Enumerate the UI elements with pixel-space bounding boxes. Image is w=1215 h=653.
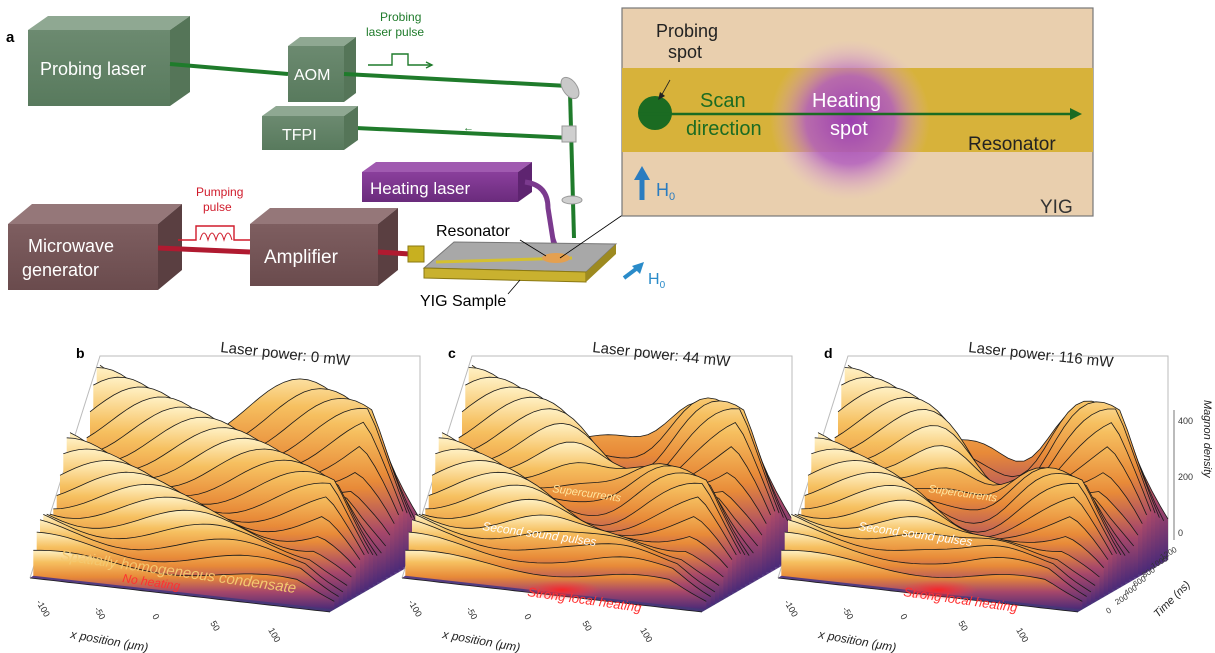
microwave-label-1: Microwave	[28, 236, 114, 256]
x-axis-label: x position (μm)	[440, 627, 521, 653]
mirror-icon	[560, 76, 580, 100]
inset-field-label: H0	[656, 180, 675, 203]
x-tick-label: 50	[208, 619, 222, 633]
inset-yig-label: YIG	[1040, 197, 1073, 218]
probing-laser-label: Probing laser	[40, 59, 146, 79]
panel-letter: d	[824, 345, 833, 361]
z-axis-label: Magnon density	[1201, 400, 1213, 479]
x-tick-label: 100	[1014, 626, 1030, 644]
aom-label: AOM	[294, 67, 330, 84]
t-tick-label: 0	[1105, 605, 1114, 615]
probing-pulse-label-1: Probing	[380, 10, 421, 24]
probing-spot-label-2: spot	[668, 42, 702, 62]
inset: Probing spot Scan direction Heating spot…	[621, 7, 1094, 218]
scan-direction-label-2: direction	[686, 118, 762, 140]
pumping-pulse-label-2: pulse	[203, 200, 232, 214]
panel-letter: b	[76, 345, 85, 361]
x-tick-label: 50	[956, 619, 970, 633]
probing-spot-label-1: Probing	[656, 21, 718, 41]
x-tick-label: 0	[898, 612, 909, 621]
tfpi-label: TFPI	[282, 127, 317, 144]
x-tick-label: -100	[34, 598, 52, 619]
panel-a-letter: a	[6, 29, 15, 46]
panel-letter: c	[448, 345, 456, 361]
amplifier-box: Amplifier	[250, 208, 398, 286]
panel-title: Laser power: 0 mW	[220, 339, 352, 370]
field-label: H0	[648, 271, 666, 291]
inset-resonator-label: Resonator	[968, 134, 1056, 155]
pumping-pulse-icon	[178, 225, 252, 241]
z-tick-label: 400	[1178, 416, 1193, 426]
x-tick-label: 0	[522, 612, 533, 621]
panel-title: Laser power: 44 mW	[592, 339, 732, 370]
inset-field-arrow-icon	[634, 166, 650, 180]
x-tick-label: 100	[638, 626, 654, 644]
yig-sample-label: YIG Sample	[420, 293, 506, 310]
x-axis-label: x position (μm)	[816, 627, 897, 653]
heating-spot	[770, 40, 930, 200]
probing-pulse-label-2: laser pulse	[366, 25, 424, 39]
microwave-label-2: generator	[22, 260, 99, 280]
svg-text:←: ←	[463, 122, 474, 134]
x-tick-label: 50	[580, 619, 594, 633]
heating-spot-label-1: Heating	[812, 90, 881, 112]
resonator-label: Resonator	[436, 223, 510, 240]
x-tick-label: -50	[92, 605, 107, 621]
x-axis-label: x position (μm)	[68, 627, 149, 653]
probing-laser-box: Probing laser	[28, 16, 190, 106]
yig-sample	[422, 241, 618, 283]
panel-title: Laser power: 116 mW	[968, 339, 1115, 371]
amplifier-label: Amplifier	[264, 247, 339, 268]
connector-icon	[407, 245, 425, 263]
x-tick-label: -50	[840, 605, 855, 621]
heating-spot-label-2: spot	[830, 118, 868, 140]
probing-pulse-icon	[368, 53, 432, 66]
x-tick-label: 0	[150, 612, 161, 621]
x-tick-label: -50	[464, 605, 479, 621]
heating-laser-label: Heating laser	[370, 179, 471, 198]
x-tick-label: -100	[406, 598, 424, 619]
probe-beam	[169, 62, 576, 239]
x-tick-label: 100	[266, 626, 282, 644]
aom-box: AOM	[288, 37, 356, 102]
microwave-generator-box: Microwave generator	[8, 204, 182, 290]
beam-splitter-icon	[561, 125, 583, 205]
pumping-pulse-label-1: Pumping	[196, 185, 243, 199]
t-axis-label: Time (ns)	[1152, 579, 1193, 620]
z-tick-label: 0	[1178, 528, 1183, 538]
panel-a: a Probing laser AOM Probing laser pulse	[6, 10, 666, 310]
tfpi-box: TFPI	[262, 106, 358, 150]
x-tick-label: -100	[782, 598, 800, 619]
scan-direction-label-1: Scan	[700, 90, 746, 112]
z-tick-label: 200	[1178, 472, 1193, 482]
heating-laser-box: Heating laser	[362, 162, 532, 202]
heating-fiber	[524, 179, 557, 247]
panel-d: d Laser power: 116 mWSupercurrentsSecond …	[777, 339, 1213, 653]
